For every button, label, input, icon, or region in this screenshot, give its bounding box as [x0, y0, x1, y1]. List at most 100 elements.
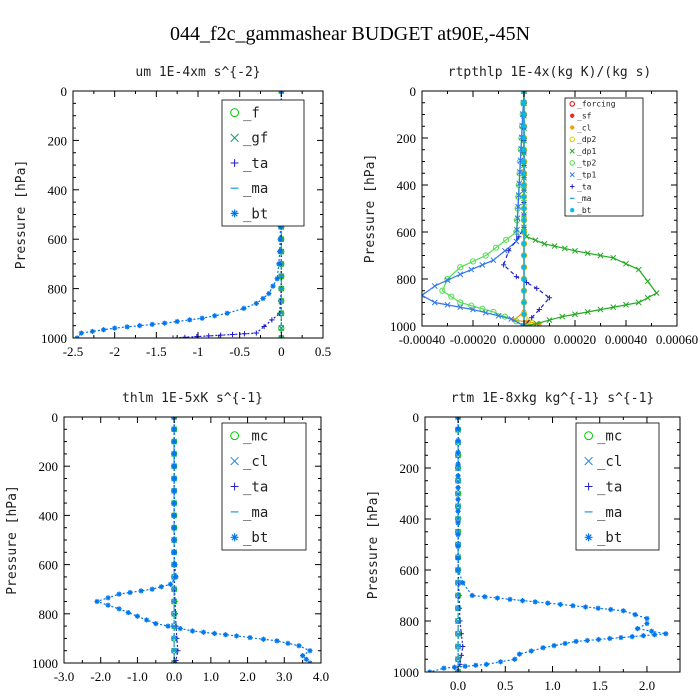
data-point: [431, 283, 438, 290]
x-tick-label: -1: [193, 344, 204, 359]
series-markers-tp1: [422, 91, 527, 326]
x-tick-label: 1.0: [203, 669, 219, 684]
x-tick-label: -2: [109, 344, 120, 359]
y-tick-label: 0: [61, 84, 68, 99]
series-line-tp2: [441, 91, 525, 326]
data-point: [105, 602, 111, 608]
y-tick-label: 600: [400, 563, 420, 578]
data-point: [112, 325, 118, 331]
data-point: [177, 625, 183, 632]
data-point: [497, 659, 504, 665]
data-point: [457, 271, 464, 278]
legend-label: _forcing: [577, 100, 616, 109]
data-point: [182, 334, 188, 338]
x-tick-label: 0.00000: [503, 332, 545, 347]
data-point: [494, 595, 501, 601]
data-point: [521, 100, 527, 106]
legend-marker: [569, 113, 575, 118]
data-point: [529, 315, 535, 321]
data-point: [277, 236, 283, 242]
legend-marker: [230, 133, 239, 143]
data-point: [551, 243, 558, 250]
data-point: [584, 637, 590, 644]
data-point: [506, 248, 512, 254]
data-point: [124, 324, 130, 330]
figure-title: 044_f2c_gammashear BUDGET at90E,-45N: [170, 23, 530, 45]
data-point: [562, 640, 568, 647]
data-point: [153, 621, 159, 627]
data-point: [512, 656, 518, 662]
x-tick-label: -1.5: [146, 344, 167, 359]
data-point: [490, 257, 497, 264]
legend-label: _gf: [243, 131, 268, 147]
data-point: [444, 277, 451, 284]
x-tick-label: 0.00040: [605, 332, 647, 347]
data-point: [572, 247, 578, 254]
y-tick-label: 800: [39, 607, 59, 622]
data-point: [116, 591, 122, 597]
data-point: [460, 643, 466, 650]
y-axis-label: Pressure [hPa]: [366, 490, 381, 600]
data-point: [171, 549, 177, 555]
y-axis-label: Pressure [hPa]: [363, 154, 378, 264]
data-point: [521, 241, 527, 247]
legend-label: _cl: [577, 123, 592, 132]
x-tick-label: 0: [278, 344, 285, 359]
panel-title: rtm 1E-8xkg kg^{-1} s^{-1}: [451, 391, 655, 406]
data-point: [515, 192, 522, 199]
data-point: [247, 634, 253, 641]
legend-marker: [584, 533, 593, 542]
data-point: [635, 299, 642, 306]
series-group: [422, 91, 660, 326]
data-point: [444, 301, 451, 308]
data-point: [277, 224, 284, 230]
legend-label: _dp1: [577, 147, 596, 156]
legend-marker: [584, 431, 594, 441]
data-point: [521, 217, 527, 223]
data-point: [521, 288, 527, 294]
data-point: [200, 629, 207, 635]
data-point: [597, 306, 604, 313]
x-tick-label: 1.5: [592, 678, 608, 693]
x-tick-label: 0.0: [166, 669, 182, 684]
series-markers-tp2: [439, 91, 528, 326]
data-point: [540, 645, 546, 651]
data-point: [515, 203, 522, 210]
data-point: [482, 252, 489, 259]
data-point: [546, 317, 553, 324]
data-point: [167, 581, 174, 587]
legend-label: _bt: [243, 206, 268, 222]
data-point: [137, 323, 143, 329]
legend-label: _bt: [243, 530, 268, 546]
data-point: [533, 320, 540, 326]
data-point: [199, 315, 205, 321]
data-point: [278, 335, 285, 338]
x-tick-label: 0.5: [497, 678, 513, 693]
data-point: [521, 170, 527, 176]
data-point: [224, 310, 230, 316]
y-tick-label: 200: [400, 461, 420, 476]
data-point: [241, 331, 248, 337]
data-point: [582, 604, 589, 610]
data-point: [253, 330, 259, 336]
data-point: [260, 295, 266, 302]
data-point: [483, 661, 489, 667]
y-axis-label: Pressure [hPa]: [14, 160, 29, 270]
data-point: [269, 317, 275, 323]
legend-label: _ma: [597, 505, 622, 521]
legend-marker: [230, 533, 239, 542]
data-point: [501, 262, 507, 268]
legend-label: _tp2: [577, 159, 596, 168]
x-tick-label: -0.00020: [450, 332, 497, 347]
x-tick-label: 2.0: [639, 678, 655, 693]
x-tick-label: -2.0: [90, 669, 111, 684]
legend-label: _mc: [243, 429, 268, 445]
data-point: [451, 664, 458, 670]
data-point: [105, 595, 111, 601]
series-markers-bt: [94, 417, 313, 663]
y-tick-label: 1000: [393, 665, 419, 680]
data-point: [541, 240, 548, 247]
data-point: [501, 247, 508, 254]
x-tick-label: 2.0: [239, 669, 255, 684]
legend-marker: [584, 456, 593, 466]
